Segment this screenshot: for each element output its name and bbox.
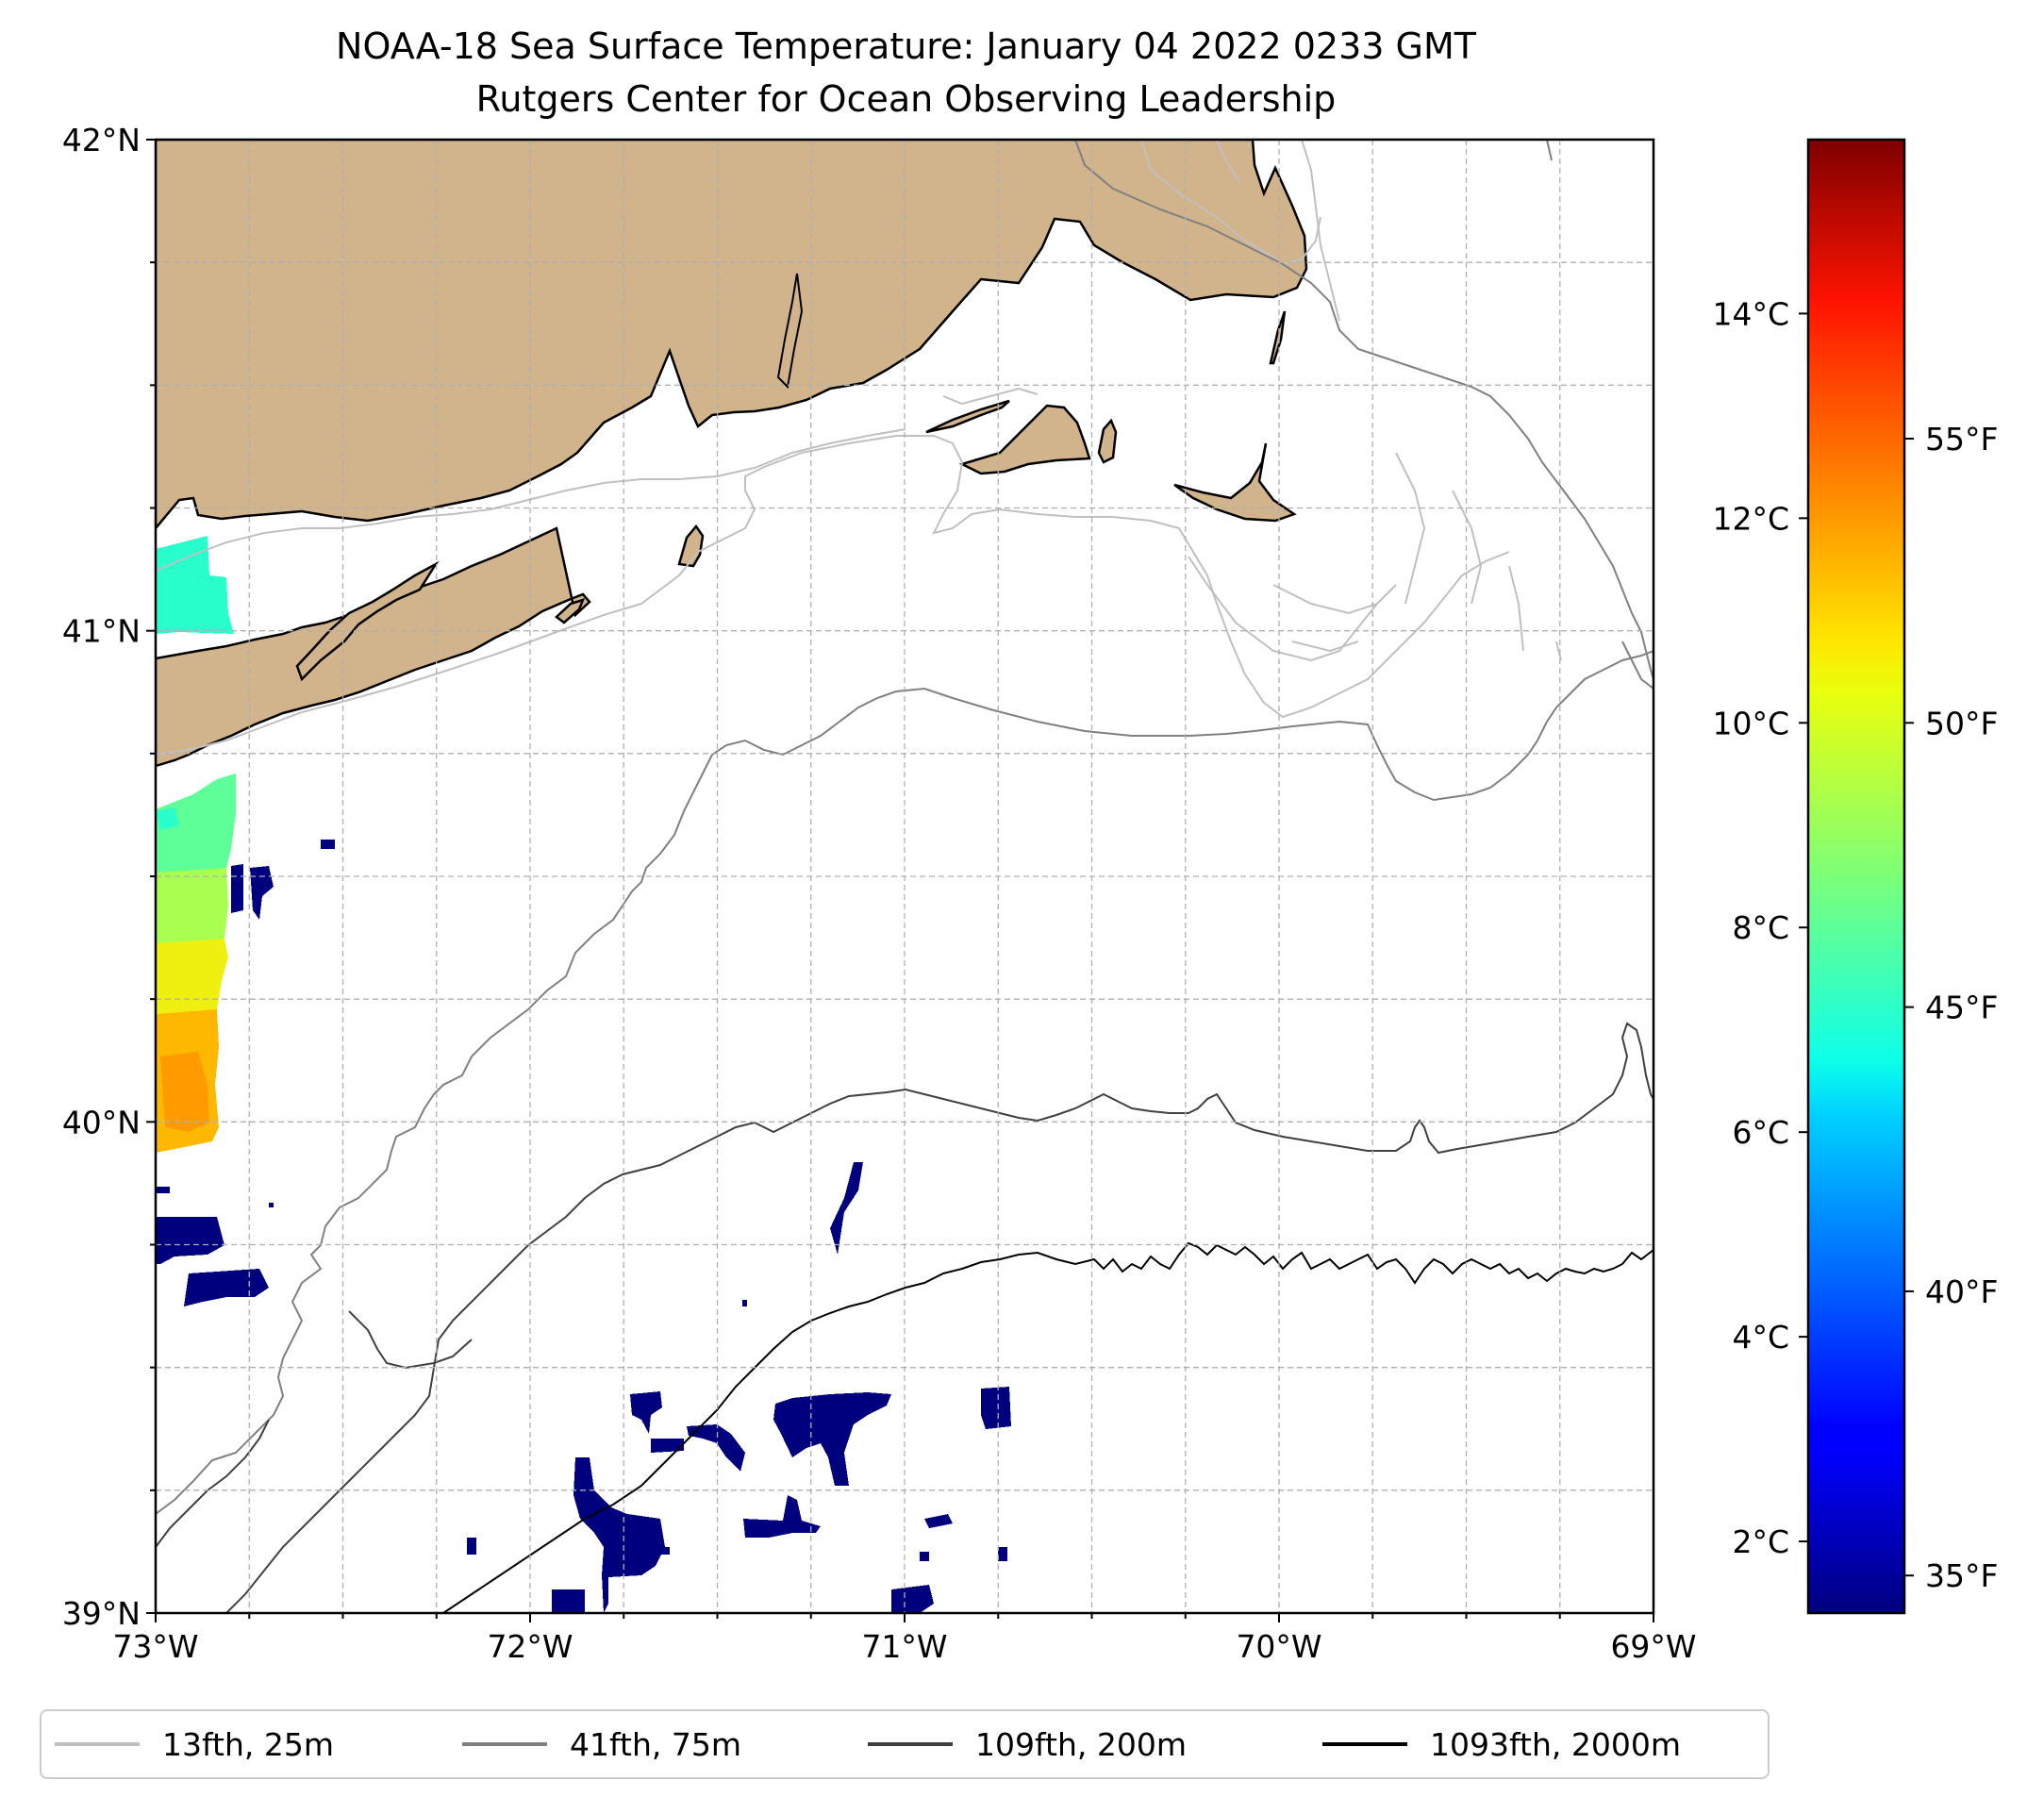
land-long-island-north-fork — [295, 560, 440, 682]
land-block-island — [677, 524, 705, 568]
lat-tick-label: 41°N — [62, 613, 141, 650]
land-long-island — [156, 526, 591, 768]
land-south-fork — [555, 598, 586, 624]
legend-swatch-2000m — [1322, 1742, 1407, 1746]
legend-item-25m: 13fth, 25m — [55, 1711, 334, 1777]
chart-subtitle: Rutgers Center for Ocean Observing Leade… — [475, 78, 1337, 120]
colorbar-fahrenheit-label: 50°F — [1925, 705, 1998, 741]
colorbar-celsius-label: 6°C — [1732, 1114, 1789, 1151]
sst-patch-nj-shelf-north — [156, 774, 236, 873]
chart-title: NOAA-18 Sea Surface Temperature: January… — [336, 25, 1476, 67]
colorbar — [1806, 138, 1906, 1615]
legend-label-75m: 41fth, 75m — [570, 1725, 741, 1763]
sst-patch-cloud-flags — [156, 840, 1011, 1613]
lon-tick-label: 71°W — [861, 1628, 947, 1665]
land-monomoy — [1269, 310, 1287, 365]
sst-patch-block-island-sound — [156, 536, 234, 634]
axis-ticks: 42°N 41°N 40°N 39°N73°W 72°W 71°W 70°W 69°W — [62, 122, 1697, 1665]
land-elizabeth-islands — [925, 399, 1010, 434]
lon-tick-label: 72°W — [487, 1628, 573, 1665]
colorbar-celsius-label: 2°C — [1732, 1523, 1789, 1560]
colorbar-celsius-label: 8°C — [1732, 909, 1789, 946]
colorbar-fahrenheit-label: 55°F — [1925, 421, 1998, 458]
land-narragansett-island — [776, 273, 804, 390]
legend-item-200m: 109fth, 200m — [868, 1711, 1187, 1777]
lat-tick-label: 40°N — [62, 1104, 141, 1140]
sst-patch-nj-shelf-small-cyan — [156, 807, 179, 830]
legend-swatch-25m — [55, 1742, 140, 1746]
lat-tick-label: 39°N — [62, 1595, 141, 1632]
bathymetry-200m — [156, 1022, 1653, 1613]
lon-tick-label: 70°W — [1236, 1628, 1321, 1665]
legend-swatch-200m — [868, 1742, 953, 1746]
bathymetry-75m — [156, 140, 1653, 1515]
land-nantucket — [1173, 442, 1297, 523]
colorbar-celsius-label: 14°C — [1712, 295, 1789, 332]
legend-label-25m: 13fth, 25m — [162, 1725, 334, 1763]
lon-tick-label: 69°W — [1610, 1628, 1696, 1665]
contour-legend: 13fth, 25m 41fth, 75m 109fth, 200m 1093f… — [40, 1709, 1770, 1779]
lat-tick-label: 42°N — [62, 122, 141, 158]
legend-item-75m: 41fth, 75m — [462, 1711, 741, 1777]
sst-patch-nj-shelf-mid — [156, 939, 228, 1014]
land-mainland — [156, 140, 1308, 530]
sst-patch-nj-shelf-mid-green — [156, 868, 228, 943]
colorbar-celsius-label: 4°C — [1732, 1319, 1789, 1356]
legend-swatch-75m — [462, 1742, 547, 1746]
sst-patch-nj-shelf-south-hot — [160, 1052, 209, 1132]
legend-label-200m: 109fth, 200m — [975, 1725, 1187, 1763]
colorbar-fahrenheit-label: 45°F — [1925, 990, 1998, 1026]
land-chappaquiddick — [1097, 418, 1118, 464]
land-marthas-vineyard — [958, 404, 1091, 475]
colorbar-fahrenheit-label: 35°F — [1925, 1557, 1998, 1594]
colorbar-celsius-label: 12°C — [1712, 500, 1789, 537]
colorbar-ticks: 2°C 4°C 6°C 8°C 10°C 12°C 14°C 35°F 40°F 45°F 50°F… — [1712, 295, 1998, 1594]
map-gridlines — [156, 140, 1653, 1613]
bathymetry-2000m — [442, 1241, 1653, 1613]
lon-tick-label: 73°W — [112, 1628, 198, 1665]
legend-label-2000m: 1093fth, 2000m — [1430, 1725, 1681, 1763]
sst-layer — [156, 536, 1011, 1613]
land-layer — [156, 140, 1308, 768]
colorbar-celsius-label: 10°C — [1712, 705, 1789, 741]
colorbar-fahrenheit-label: 40°F — [1925, 1273, 1998, 1310]
bathymetry-25m — [156, 140, 1562, 756]
legend-item-2000m: 1093fth, 2000m — [1322, 1711, 1681, 1777]
